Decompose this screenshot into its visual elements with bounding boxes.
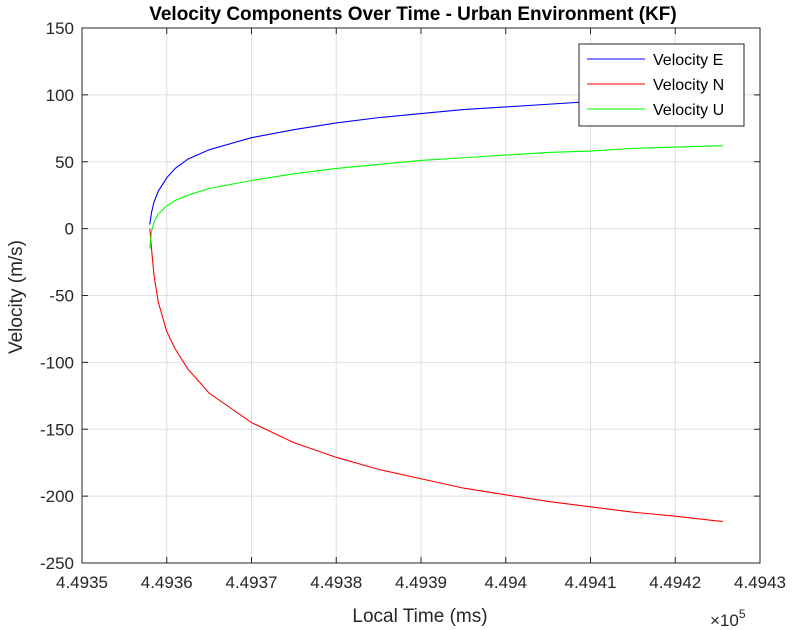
x-tick-label: 4.4942: [649, 573, 701, 592]
chart-title: Velocity Components Over Time - Urban En…: [149, 4, 677, 25]
series-line-velocity-u: [149, 145, 723, 249]
x-axis-label: Local Time (ms): [352, 606, 487, 627]
axes: [81, 27, 761, 564]
y-tick-label: 100: [46, 86, 74, 105]
y-axis-label: Velocity (m/s): [6, 240, 27, 354]
y-tick-label: -250: [40, 554, 74, 573]
x-tick-label: 4.4936: [141, 573, 193, 592]
y-tick-label: -150: [40, 420, 74, 439]
series-line-velocity-n: [149, 228, 723, 523]
x-tick-label: 4.4939: [395, 573, 447, 592]
y-tick-label: -50: [49, 287, 74, 306]
x-tick-label: 4.4938: [310, 573, 362, 592]
x-exponent-base: ×10: [710, 611, 739, 630]
x-tick-label: 4.494: [484, 573, 527, 592]
x-tick-label: 4.4941: [565, 573, 617, 592]
legend-entry: Velocity U: [653, 102, 724, 119]
y-tick-label: -100: [40, 353, 74, 372]
y-tick-label: 50: [55, 153, 74, 172]
x-axis-exponent: ×105: [710, 607, 746, 630]
series-line-velocity-e: [149, 99, 633, 225]
series-group: [149, 99, 723, 523]
grid: [81, 27, 761, 564]
legend-entry: Velocity N: [653, 77, 724, 94]
legend: Velocity E Velocity N Velocity U: [578, 43, 745, 127]
y-tick-label: 0: [65, 220, 74, 239]
axes-box: [81, 27, 761, 564]
x-tick-label: 4.4943: [734, 573, 786, 592]
legend-box: [578, 43, 745, 127]
y-tick-label: 150: [46, 19, 74, 38]
x-tick-label: 4.4937: [226, 573, 278, 592]
legend-entry: Velocity E: [653, 52, 723, 69]
x-exponent-power: 5: [739, 607, 746, 621]
y-tick-label: -200: [40, 487, 74, 506]
x-tick-label: 4.4935: [56, 573, 108, 592]
tick-labels: 4.4935 4.4936 4.4937 4.4938 4.4939 4.494 4.494…: [40, 19, 786, 592]
